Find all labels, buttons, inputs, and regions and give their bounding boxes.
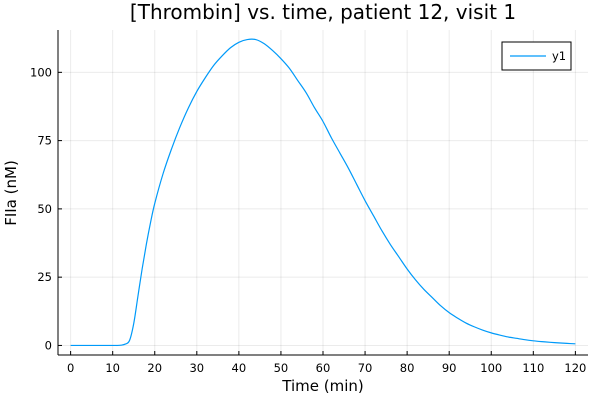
grid [58, 30, 588, 355]
x-tick-label: 50 [274, 361, 289, 375]
x-tick-label: 90 [442, 361, 457, 375]
y-axis-label: FIIa (nM) [2, 160, 20, 226]
x-tick-label: 30 [189, 361, 204, 375]
y-tick-label: 0 [45, 338, 52, 352]
x-tick-label: 40 [232, 361, 247, 375]
x-tick-label: 60 [316, 361, 331, 375]
x-tick-label: 70 [358, 361, 373, 375]
x-tick-label: 20 [147, 361, 162, 375]
x-tick-label: 10 [105, 361, 120, 375]
legend-label-y1: y1 [552, 49, 566, 63]
legend: y1 [501, 41, 572, 71]
x-tick-label: 120 [564, 361, 586, 375]
ticks: 0 10 20 30 40 50 60 70 80 90 100 110 120 0 25 50 75 100 [30, 65, 586, 375]
y-tick-label: 50 [37, 202, 52, 216]
chart-title: [Thrombin] vs. time, patient 12, visit 1 [130, 0, 516, 24]
x-axis-label: Time (min) [281, 377, 363, 395]
x-tick-label: 0 [67, 361, 74, 375]
x-tick-label: 110 [522, 361, 544, 375]
y-tick-label: 25 [37, 270, 52, 284]
y-tick-label: 75 [37, 134, 52, 148]
series-line-y1 [70, 38, 576, 347]
series-layer [70, 38, 576, 347]
y-tick-label: 100 [30, 65, 52, 79]
x-tick-label: 80 [400, 361, 415, 375]
x-tick-label: 100 [480, 361, 502, 375]
